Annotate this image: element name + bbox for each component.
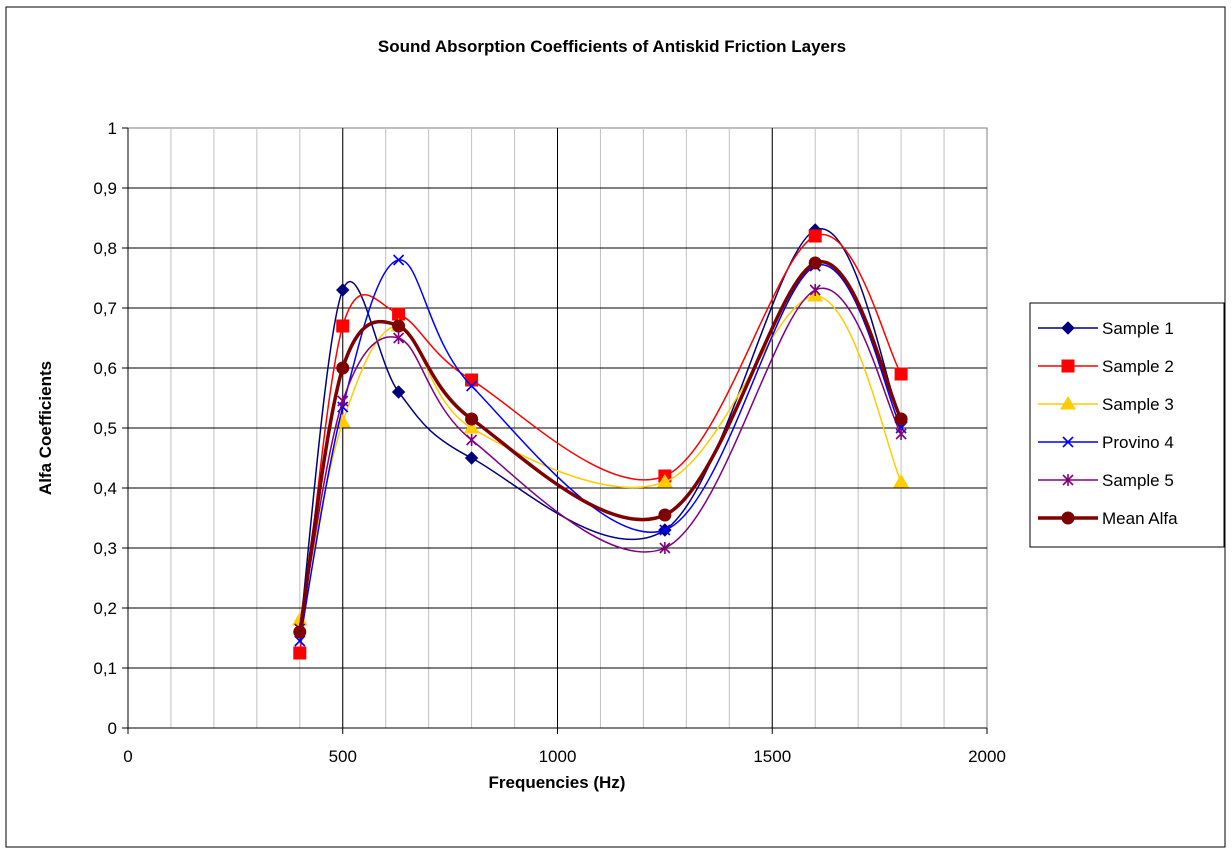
legend-label: Sample 3 <box>1102 395 1174 414</box>
axes <box>122 127 988 734</box>
legend-swatch-marker <box>1061 321 1075 335</box>
data-point <box>466 380 478 392</box>
data-point <box>293 625 307 639</box>
data-point <box>658 508 672 522</box>
data-point <box>657 474 673 488</box>
legend-box <box>1029 302 1225 548</box>
x-tick-labels: 0 500 1000 1500 2000 <box>123 747 1006 766</box>
data-point <box>808 229 822 243</box>
legend-swatch-marker <box>1061 511 1075 525</box>
data-point <box>293 646 307 660</box>
series-group <box>291 223 909 660</box>
data-point <box>465 412 479 426</box>
data-point <box>336 361 350 375</box>
y-tick-label: 0,7 <box>93 299 117 318</box>
x-axis-title: Frequencies (Hz) <box>489 773 626 792</box>
y-tick-label: 0 <box>108 719 117 738</box>
chart-title: Sound Absorption Coefficients of Antiski… <box>378 37 846 56</box>
data-point <box>463 420 480 434</box>
legend-swatch-marker <box>1062 436 1074 448</box>
legend-item: Sample 5 <box>1038 471 1174 490</box>
y-tick-label: 1 <box>108 119 117 138</box>
legend-item: Sample 1 <box>1038 319 1174 338</box>
y-tick-label: 0,9 <box>93 179 117 198</box>
x-tick-label: 1500 <box>753 747 791 766</box>
y-tick-label: 0,6 <box>93 359 117 378</box>
legend-label: Sample 2 <box>1102 357 1174 376</box>
data-point <box>337 395 349 407</box>
y-tick-label: 0,5 <box>93 419 117 438</box>
data-point <box>659 542 671 554</box>
x-tick-label: 1000 <box>539 747 577 766</box>
data-point <box>392 319 406 333</box>
data-point <box>464 451 479 465</box>
data-point <box>391 385 406 399</box>
y-axis-title: Alfa Coefficients <box>36 361 55 495</box>
data-point <box>465 373 479 387</box>
series-5 <box>294 284 907 635</box>
data-point <box>659 524 671 536</box>
y-tick-label: 0,1 <box>93 659 117 678</box>
data-point <box>808 256 822 270</box>
x-tick-label: 500 <box>329 747 357 766</box>
y-tick-label: 0,8 <box>93 239 117 258</box>
legend-label: Mean Alfa <box>1102 509 1178 528</box>
legend-item: Provino 4 <box>1038 433 1174 452</box>
series-6 <box>293 256 908 639</box>
legend-item: Mean Alfa <box>1038 509 1178 528</box>
data-point <box>894 412 908 426</box>
x-tick-label: 0 <box>123 747 132 766</box>
data-point <box>393 254 405 266</box>
legend-item: Sample 2 <box>1038 357 1174 376</box>
legend-label: Sample 5 <box>1102 471 1174 490</box>
legend-label: Provino 4 <box>1102 433 1174 452</box>
legend-label: Sample 1 <box>1102 319 1174 338</box>
data-point <box>336 319 350 333</box>
legend: Sample 1 Sample 2 Sample 3 Provino 4 Sample … <box>1029 302 1225 548</box>
x-tick-label: 2000 <box>968 747 1006 766</box>
data-point <box>294 635 306 647</box>
data-point <box>895 428 907 440</box>
grid <box>128 128 987 728</box>
legend-item: Sample 3 <box>1038 395 1174 414</box>
y-tick-labels: 0 0,1 0,2 0,3 0,4 0,5 0,6 0,7 0,8 0,9 1 <box>93 119 117 738</box>
data-point <box>336 283 350 297</box>
y-tick-label: 0,4 <box>93 479 117 498</box>
data-point <box>894 367 908 381</box>
legend-swatch-marker <box>1060 396 1076 410</box>
data-point <box>893 474 909 488</box>
data-point <box>809 284 821 296</box>
data-point <box>466 434 478 446</box>
data-point <box>393 332 405 344</box>
y-tick-label: 0,2 <box>93 599 117 618</box>
y-tick-label: 0,3 <box>93 539 117 558</box>
legend-swatch-marker <box>1062 474 1074 486</box>
legend-swatch-marker <box>1061 359 1075 373</box>
